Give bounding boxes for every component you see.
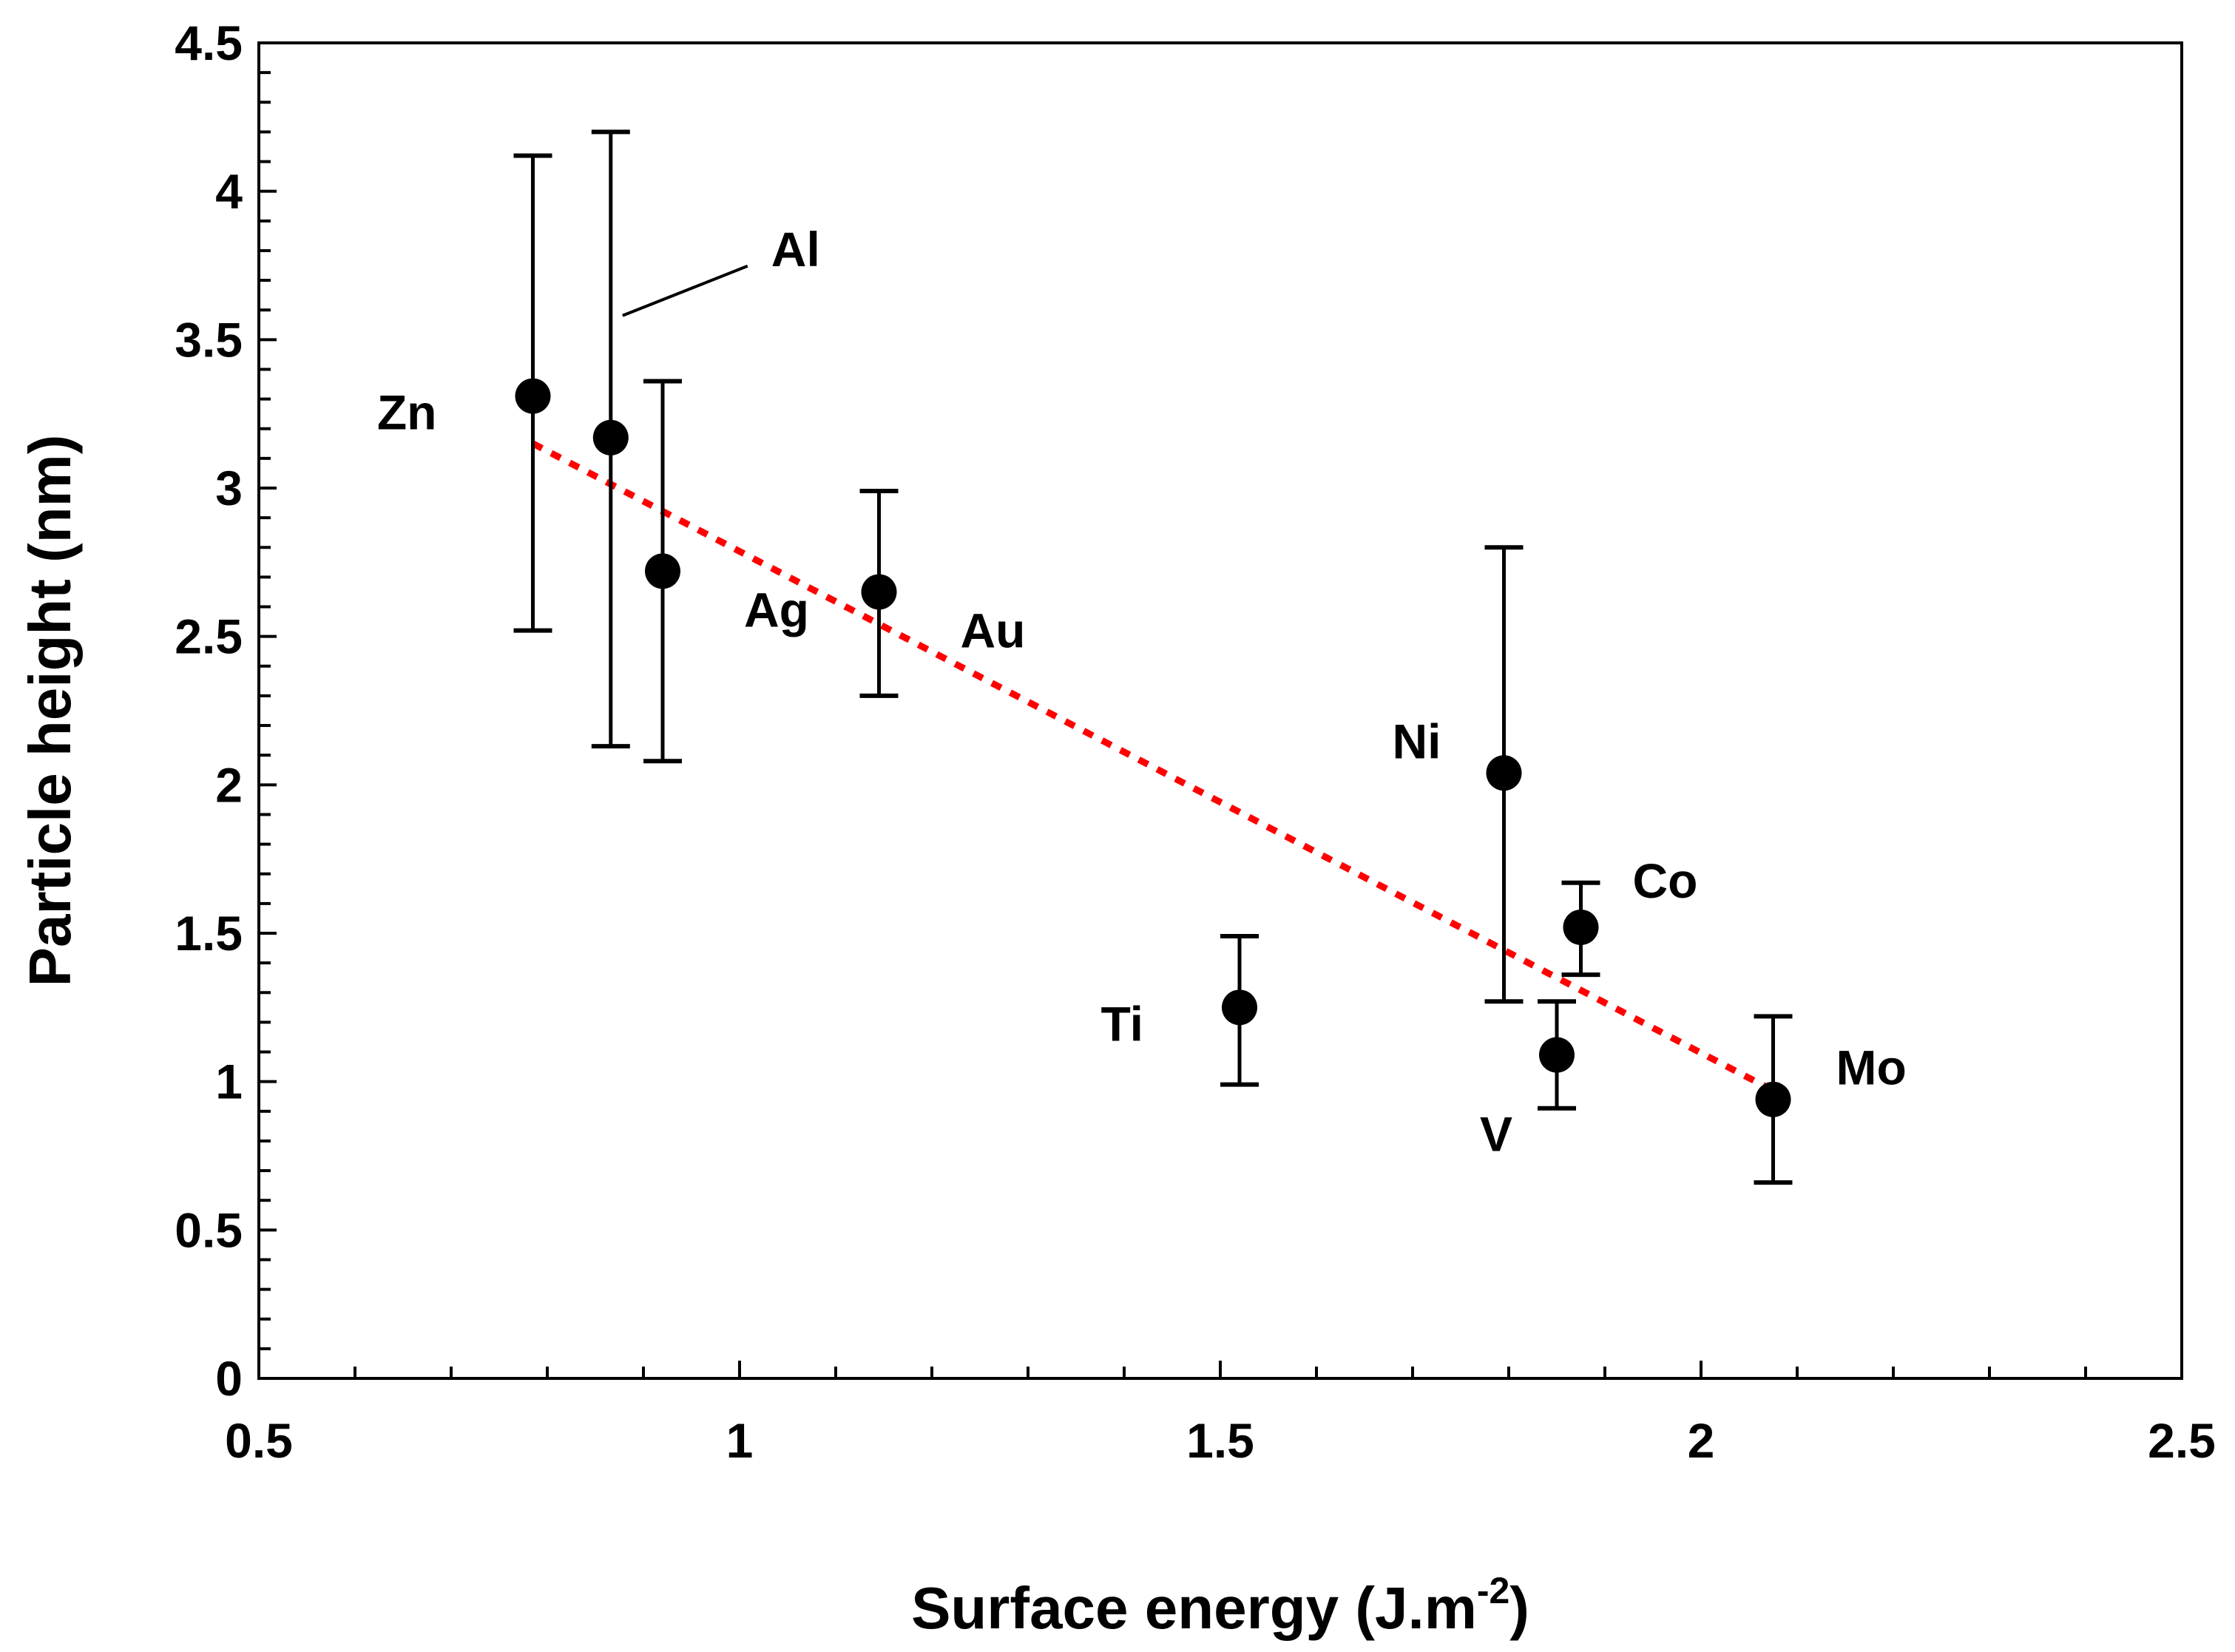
y-tick-label: 4 [215, 164, 243, 219]
x-axis-title: Surface energy (J.m-2) [911, 1570, 1529, 1641]
x-tick-label: 0.5 [225, 1413, 293, 1468]
data-point [1222, 989, 1257, 1026]
x-tick-label: 1 [726, 1413, 754, 1468]
point-label: Co [1633, 853, 1698, 908]
point-label: Ag [744, 582, 809, 637]
data-point [1539, 1037, 1575, 1073]
data-point [592, 419, 629, 456]
point-label: Zn [377, 385, 437, 440]
y-axis-title: Particle height (nm) [17, 435, 83, 987]
trendline-layer [531, 440, 1775, 1094]
data-point [645, 553, 680, 589]
y-tick-label: 1.5 [175, 906, 243, 961]
data-point [1486, 755, 1522, 791]
point-layer [515, 378, 1791, 1117]
axis-layer: 0.5 1 1.5 2 2.5 0 0.5 1 1.5 2 2.5 3 3.5 4 4.5 [175, 16, 2216, 1468]
point-label: Mo [1836, 1040, 1907, 1095]
point-label: Ni [1393, 714, 1441, 768]
point-label: V [1480, 1107, 1512, 1162]
y-tick-label: 2.5 [175, 609, 243, 664]
x-tick-label: 2.5 [2148, 1413, 2216, 1468]
x-axis-title-superscript: -2 [1477, 1570, 1509, 1611]
y-tick-label: 3.5 [175, 312, 243, 367]
x-axis-title-main: Surface energy (J.m [911, 1575, 1477, 1641]
data-point [861, 574, 897, 610]
point-label: Ti [1101, 996, 1143, 1051]
x-tick-label: 2 [1688, 1413, 1715, 1468]
point-label-layer: Zn Al Ag Au Ti Ni V Co Mo [377, 222, 1907, 1162]
point-label: Au [961, 603, 1026, 657]
x-axis-title-suffix: ) [1509, 1575, 1529, 1641]
trendline [531, 440, 1775, 1094]
y-tick-label: 3 [215, 461, 243, 515]
y-tick-label: 2 [215, 757, 243, 812]
data-point [515, 378, 551, 414]
point-label: Al [771, 222, 820, 277]
y-tick-label: 0.5 [175, 1202, 243, 1257]
y-tick-label: 4.5 [175, 16, 243, 70]
x-tick-label: 1.5 [1186, 1413, 1254, 1468]
data-point [1755, 1081, 1791, 1117]
y-tick-label: 1 [215, 1054, 243, 1109]
label-leader-line [622, 264, 748, 317]
y-tick-label: 0 [215, 1351, 243, 1406]
data-point [1563, 909, 1599, 945]
